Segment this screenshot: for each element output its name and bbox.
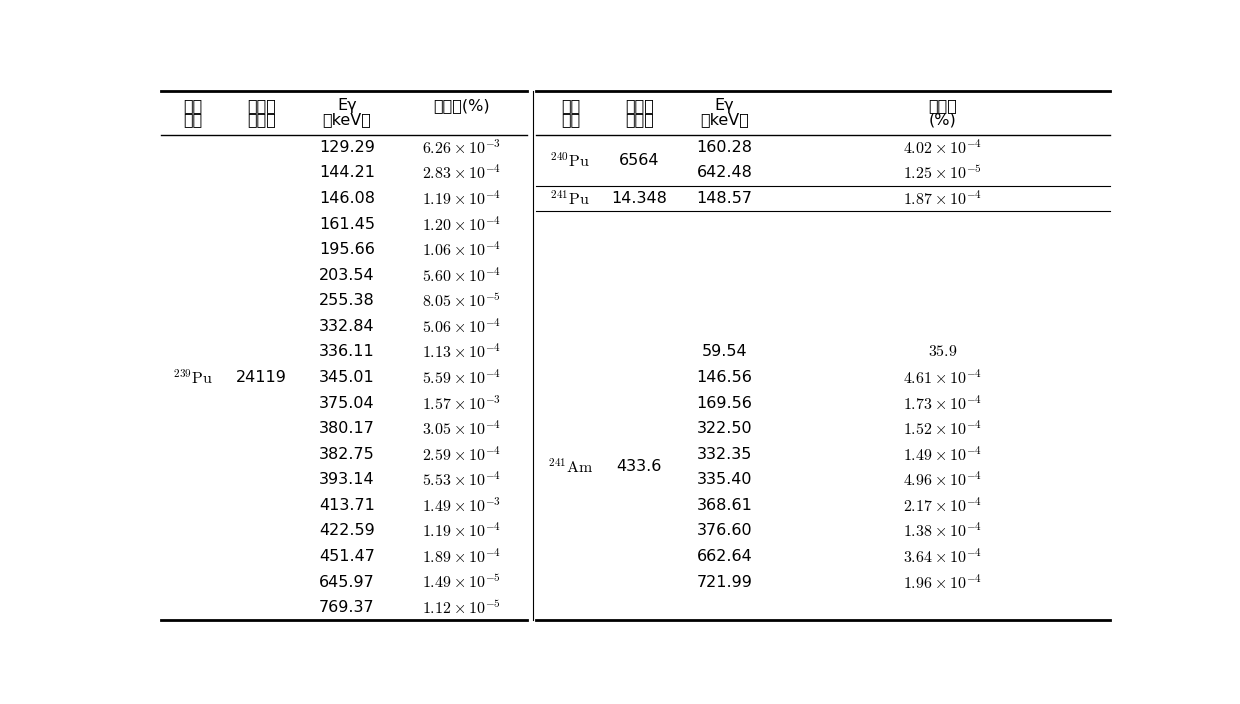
Text: 分支比(%): 分支比(%) [433, 98, 490, 113]
Text: 146.56: 146.56 [697, 370, 753, 385]
Text: $3.64\times10^{-4}$: $3.64\times10^{-4}$ [903, 547, 982, 566]
Text: $2.59\times10^{-4}$: $2.59\times10^{-4}$ [422, 445, 501, 463]
Text: 380.17: 380.17 [319, 421, 374, 436]
Text: $1.87\times10^{-4}$: $1.87\times10^{-4}$ [903, 189, 982, 208]
Text: $1.13\times10^{-4}$: $1.13\times10^{-4}$ [422, 343, 501, 361]
Text: 144.21: 144.21 [319, 165, 374, 180]
Text: $2.17\times10^{-4}$: $2.17\times10^{-4}$ [903, 496, 982, 515]
Text: $1.49\times10^{-4}$: $1.49\times10^{-4}$ [903, 445, 982, 463]
Text: Eγ: Eγ [337, 98, 357, 113]
Text: $4.61\times10^{-4}$: $4.61\times10^{-4}$ [903, 368, 982, 386]
Text: 769.37: 769.37 [319, 600, 374, 615]
Text: 146.08: 146.08 [319, 191, 374, 206]
Text: （keV）: （keV） [701, 112, 749, 127]
Text: 160.28: 160.28 [697, 140, 753, 155]
Text: 148.57: 148.57 [697, 191, 753, 206]
Text: 半衰期: 半衰期 [625, 98, 653, 113]
Text: 129.29: 129.29 [319, 140, 374, 155]
Text: 368.61: 368.61 [697, 498, 753, 513]
Text: 名称: 名称 [560, 112, 580, 127]
Text: $^{239}\mathrm{Pu}$: $^{239}\mathrm{Pu}$ [172, 368, 213, 386]
Text: $1.49\times10^{-5}$: $1.49\times10^{-5}$ [422, 573, 501, 591]
Text: （年）: （年） [247, 112, 277, 127]
Text: 422.59: 422.59 [319, 523, 374, 539]
Text: 335.40: 335.40 [697, 472, 753, 487]
Text: 642.48: 642.48 [697, 165, 753, 180]
Text: 59.54: 59.54 [702, 344, 748, 360]
Text: 255.38: 255.38 [319, 294, 374, 308]
Text: (%): (%) [929, 112, 956, 127]
Text: 24119: 24119 [236, 370, 286, 385]
Text: 名称: 名称 [184, 112, 202, 127]
Text: 核素: 核素 [184, 98, 202, 113]
Text: $1.25\times10^{-5}$: $1.25\times10^{-5}$ [903, 164, 982, 182]
Text: $1.20\times10^{-4}$: $1.20\times10^{-4}$ [422, 215, 501, 233]
Text: 413.71: 413.71 [319, 498, 374, 513]
Text: $3.05\times10^{-4}$: $3.05\times10^{-4}$ [422, 420, 501, 438]
Text: 375.04: 375.04 [319, 396, 374, 410]
Text: $5.06\times10^{-4}$: $5.06\times10^{-4}$ [422, 317, 501, 336]
Text: $8.05\times10^{-5}$: $8.05\times10^{-5}$ [422, 292, 501, 310]
Text: $6.26\times10^{-3}$: $6.26\times10^{-3}$ [422, 138, 501, 156]
Text: （年）: （年） [625, 112, 653, 127]
Text: $1.06\times10^{-4}$: $1.06\times10^{-4}$ [422, 240, 501, 259]
Text: 分支比: 分支比 [928, 98, 957, 113]
Text: 721.99: 721.99 [697, 574, 753, 589]
Text: 451.47: 451.47 [319, 549, 374, 564]
Text: 332.35: 332.35 [697, 446, 753, 462]
Text: $^{240}\mathrm{Pu}$: $^{240}\mathrm{Pu}$ [551, 151, 590, 169]
Text: $1.12\times10^{-5}$: $1.12\times10^{-5}$ [422, 598, 501, 617]
Text: 161.45: 161.45 [319, 217, 374, 232]
Text: $4.02\times10^{-4}$: $4.02\times10^{-4}$ [903, 138, 982, 156]
Text: 382.75: 382.75 [319, 446, 374, 462]
Text: 336.11: 336.11 [319, 344, 374, 360]
Text: $1.96\times10^{-4}$: $1.96\times10^{-4}$ [903, 573, 982, 591]
Text: $35.9$: $35.9$ [928, 344, 957, 360]
Text: 345.01: 345.01 [319, 370, 374, 385]
Text: 核素: 核素 [560, 98, 580, 113]
Text: 662.64: 662.64 [697, 549, 753, 564]
Text: $5.59\times10^{-4}$: $5.59\times10^{-4}$ [422, 368, 501, 386]
Text: 332.84: 332.84 [319, 319, 374, 334]
Text: 195.66: 195.66 [319, 242, 374, 257]
Text: 半衰期: 半衰期 [247, 98, 277, 113]
Text: $1.19\times10^{-4}$: $1.19\times10^{-4}$ [422, 522, 501, 540]
Text: $^{241}\mathrm{Am}$: $^{241}\mathrm{Am}$ [548, 458, 593, 476]
Text: 433.6: 433.6 [616, 460, 662, 474]
Text: $1.73\times10^{-4}$: $1.73\times10^{-4}$ [903, 394, 982, 413]
Text: 14.348: 14.348 [611, 191, 667, 206]
Text: $1.57\times10^{-3}$: $1.57\times10^{-3}$ [422, 394, 501, 413]
Text: Eγ: Eγ [714, 98, 734, 113]
Text: $5.53\times10^{-4}$: $5.53\times10^{-4}$ [422, 470, 501, 489]
Text: $4.96\times10^{-4}$: $4.96\times10^{-4}$ [903, 470, 982, 489]
Text: $2.83\times10^{-4}$: $2.83\times10^{-4}$ [422, 164, 501, 182]
Text: $1.19\times10^{-4}$: $1.19\times10^{-4}$ [422, 189, 501, 208]
Text: （keV）: （keV） [322, 112, 371, 127]
Text: $1.49\times10^{-3}$: $1.49\times10^{-3}$ [422, 496, 501, 515]
Text: $1.52\times10^{-4}$: $1.52\times10^{-4}$ [903, 420, 982, 438]
Text: 203.54: 203.54 [319, 268, 374, 283]
Text: $1.89\times10^{-4}$: $1.89\times10^{-4}$ [422, 547, 501, 566]
Text: 322.50: 322.50 [697, 421, 753, 436]
Text: 645.97: 645.97 [319, 574, 374, 589]
Text: $1.38\times10^{-4}$: $1.38\times10^{-4}$ [903, 522, 982, 540]
Text: $^{241}\mathrm{Pu}$: $^{241}\mathrm{Pu}$ [551, 189, 590, 208]
Text: 6564: 6564 [619, 153, 660, 168]
Text: 169.56: 169.56 [697, 396, 753, 410]
Text: 376.60: 376.60 [697, 523, 753, 539]
Text: $5.60\times10^{-4}$: $5.60\times10^{-4}$ [422, 266, 501, 284]
Text: 393.14: 393.14 [319, 472, 374, 487]
